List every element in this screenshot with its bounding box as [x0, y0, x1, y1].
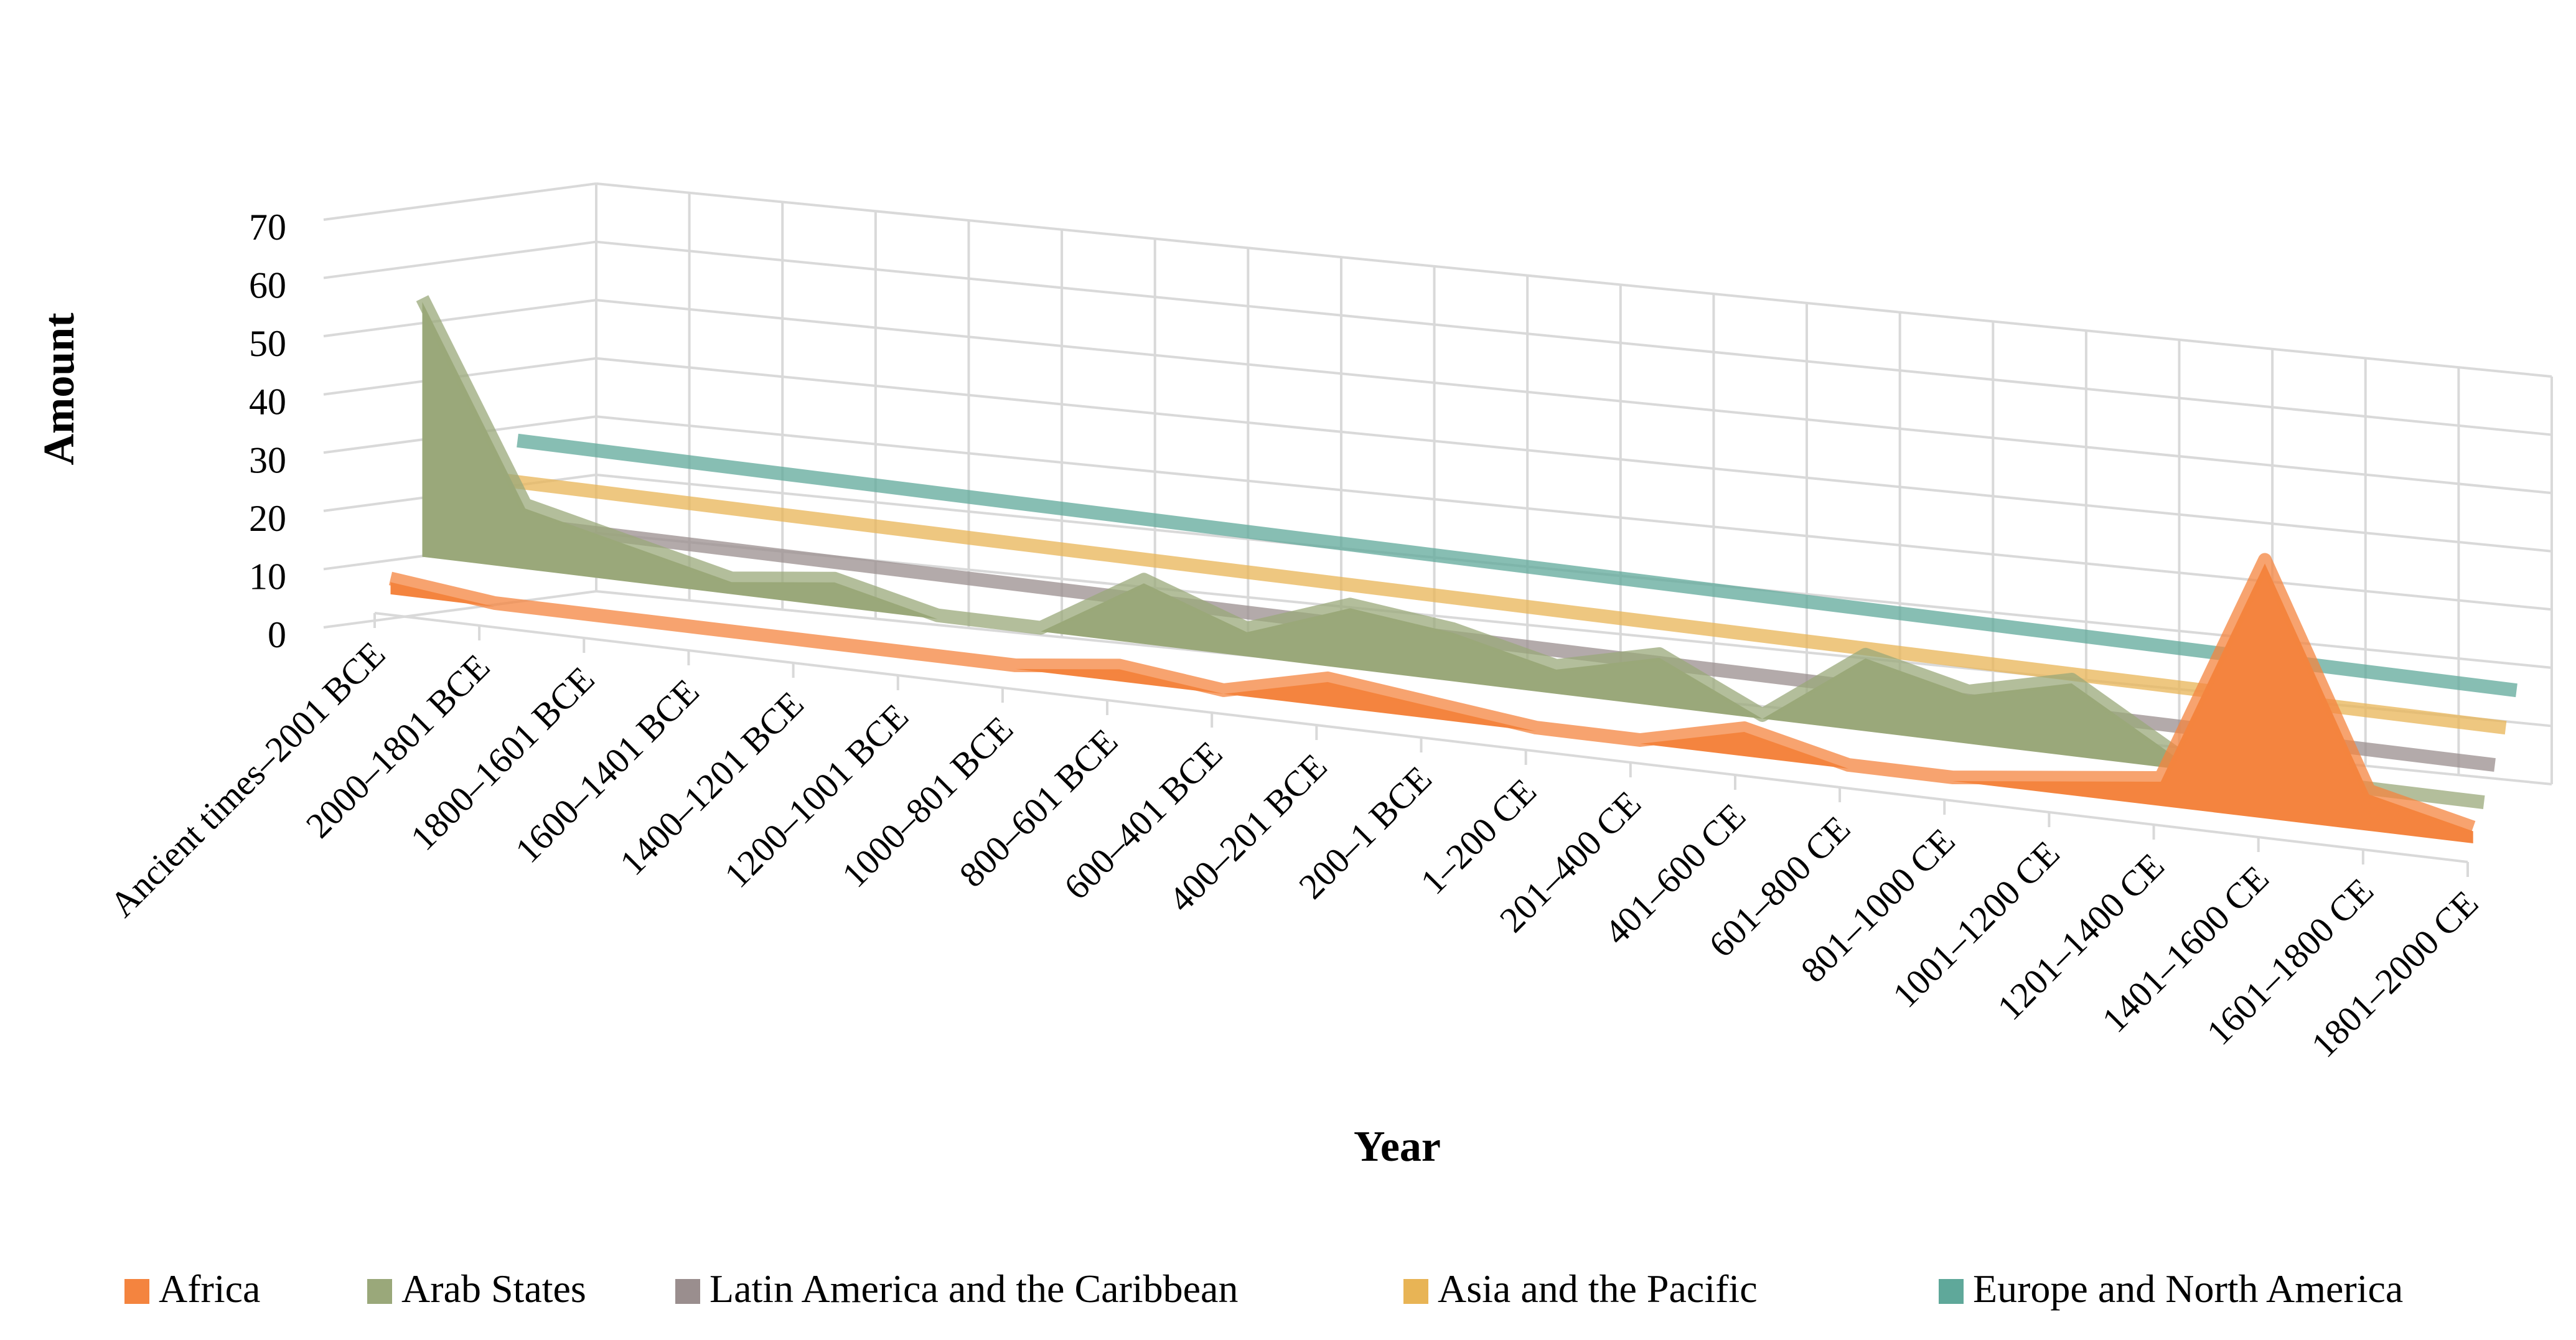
gridline-y-back	[596, 357, 2552, 553]
legend: Africa Arab States Latin America and the C…	[124, 1267, 2403, 1311]
series-top-edge	[517, 433, 2517, 698]
gridline-y-left	[323, 590, 597, 629]
y-axis: 0 10 20 30 40 50 60 70	[249, 207, 286, 655]
series-africa	[388, 553, 2476, 843]
legend-item: Africa	[124, 1267, 260, 1311]
y-tick-label: 40	[249, 382, 286, 423]
y-tick-label: 20	[249, 498, 286, 539]
legend-swatch	[1939, 1279, 1964, 1304]
x-axis-title: Year	[1354, 1123, 1441, 1171]
y-tick-label: 60	[249, 265, 286, 306]
legend-label: Latin America and the Caribbean	[710, 1267, 1238, 1311]
legend-item: Asia and the Pacific	[1403, 1267, 1758, 1311]
gridline-y-left	[323, 182, 597, 221]
legend-label: Arab States	[401, 1267, 586, 1311]
gridline-y-left	[323, 240, 597, 279]
legend-swatch	[1403, 1279, 1428, 1304]
gridline-y-back	[596, 182, 2552, 378]
y-tick-label: 0	[268, 614, 286, 655]
legend-label: Europe and North America	[1973, 1267, 2403, 1311]
y-tick-label: 70	[249, 207, 286, 248]
gridline-y-back	[596, 240, 2552, 436]
legend-swatch	[367, 1279, 392, 1304]
series-top-edge	[388, 553, 2476, 834]
gridline-y-back	[596, 415, 2552, 611]
series-arab-states	[416, 295, 2485, 810]
chart-series	[388, 295, 2517, 843]
y-tick-label: 10	[249, 556, 286, 597]
series-top-edge	[416, 295, 2485, 810]
legend-label: Africa	[159, 1267, 260, 1311]
series-europe-and-north-america	[517, 433, 2517, 698]
y-tick-label: 50	[249, 323, 286, 364]
y-tick-label: 30	[249, 439, 286, 480]
legend-item: Arab States	[367, 1267, 586, 1311]
legend-item: Latin America and the Caribbean	[675, 1267, 1238, 1311]
legend-swatch	[675, 1279, 700, 1304]
series-area	[390, 563, 2473, 843]
series-top-edge	[485, 471, 2507, 735]
gridline-y-back	[596, 299, 2552, 495]
legend-item: Europe and North America	[1939, 1267, 2403, 1311]
gridline-y-left	[323, 299, 597, 338]
legend-label: Asia and the Pacific	[1438, 1267, 1758, 1311]
series-asia-and-the-pacific	[485, 471, 2507, 735]
legend-swatch	[124, 1279, 149, 1304]
y-axis-title: Amount	[35, 312, 83, 465]
